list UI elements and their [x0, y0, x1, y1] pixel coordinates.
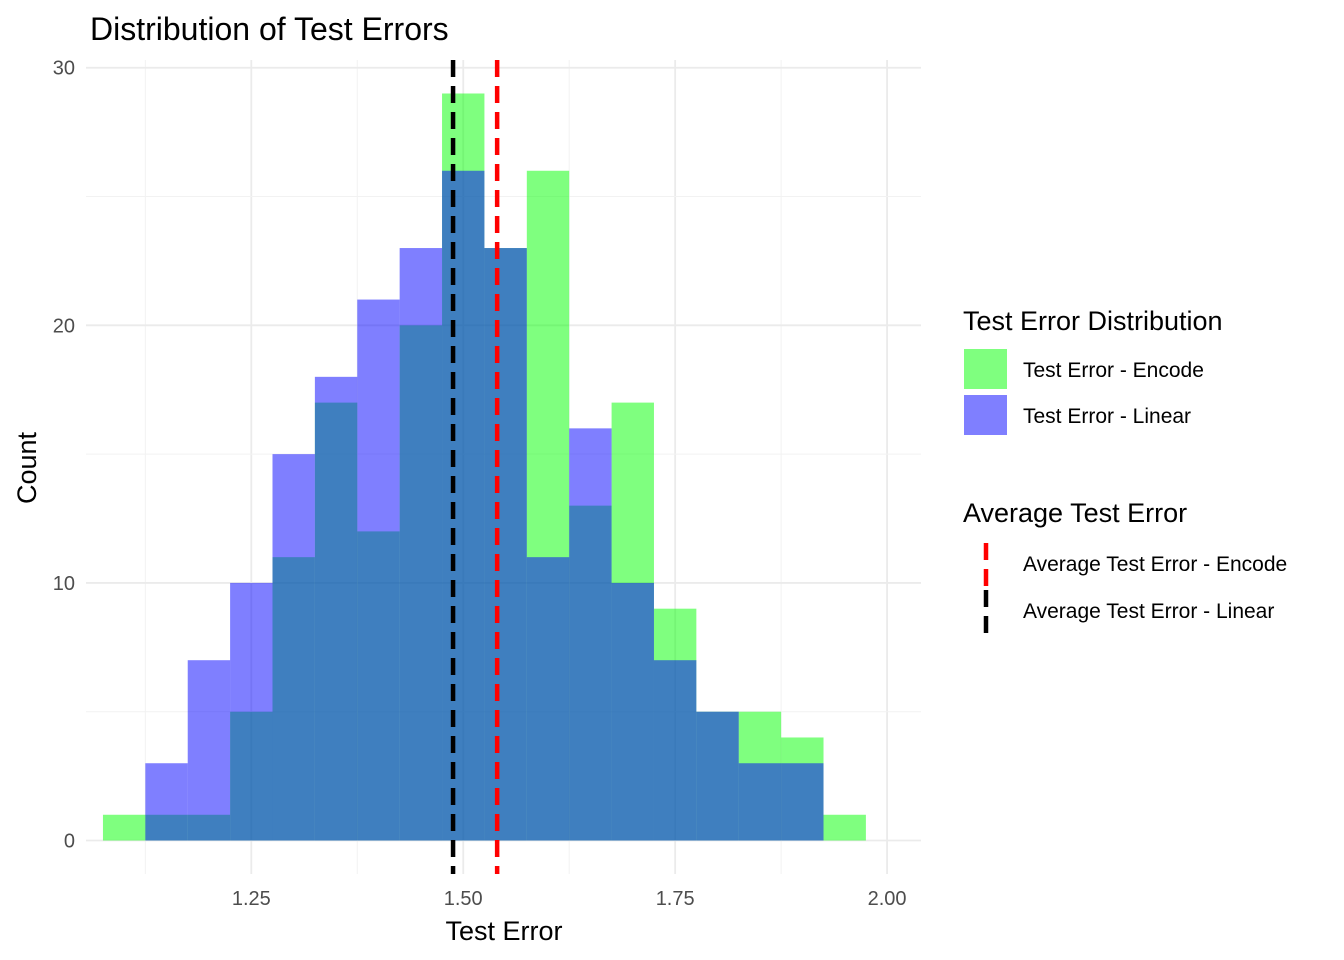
legend-label: Test Error - Encode [1023, 359, 1204, 382]
histogram-bar [484, 248, 527, 841]
histogram-bar [696, 711, 739, 841]
histogram-bar [738, 763, 782, 841]
y-axis-ticks: 0 10 20 30 [53, 58, 75, 853]
y-axis-title: Count [12, 431, 42, 504]
legend-swatch [964, 395, 1007, 435]
chart-title: Distribution of Test Errors [90, 11, 449, 47]
histogram-bar [611, 582, 654, 841]
x-axis-ticks: 1.25 1.50 1.75 2.00 [232, 888, 907, 910]
histogram-bar [145, 763, 188, 841]
average-lines [450, 60, 500, 874]
y-tick-label: 10 [53, 573, 75, 595]
histogram-bar [230, 582, 273, 841]
x-tick-label: 1.25 [232, 888, 271, 910]
histogram-bar [781, 763, 824, 841]
x-tick-label: 2.00 [868, 888, 907, 910]
histogram-bar [442, 170, 485, 841]
series-linear-bars [145, 170, 824, 841]
legend: Test Error Distribution Test Error - Enco… [963, 306, 1287, 633]
histogram-bar [399, 248, 443, 841]
y-tick-label: 0 [64, 831, 75, 853]
x-axis-title: Test Error [445, 916, 562, 946]
legend-title-distribution: Test Error Distribution [963, 306, 1223, 336]
histogram-bar [357, 299, 400, 841]
y-tick-label: 30 [53, 58, 75, 80]
histogram-bar [272, 454, 315, 841]
legend-swatch [964, 349, 1007, 389]
y-tick-label: 20 [53, 315, 75, 337]
x-tick-label: 1.50 [444, 888, 483, 910]
histogram-bar [314, 376, 358, 841]
legend-title-average: Average Test Error [963, 498, 1187, 528]
histogram-bar [102, 814, 146, 841]
histogram-bar [653, 660, 697, 841]
x-tick-label: 1.75 [656, 888, 695, 910]
histogram-bar [823, 814, 866, 841]
legend-label: Average Test Error - Encode [1023, 553, 1287, 576]
histogram-bar [526, 557, 570, 841]
legend-label: Average Test Error - Linear [1023, 600, 1274, 623]
histogram-bar [187, 660, 231, 841]
histogram-bar [569, 428, 612, 841]
legend-label: Test Error - Linear [1023, 405, 1191, 428]
